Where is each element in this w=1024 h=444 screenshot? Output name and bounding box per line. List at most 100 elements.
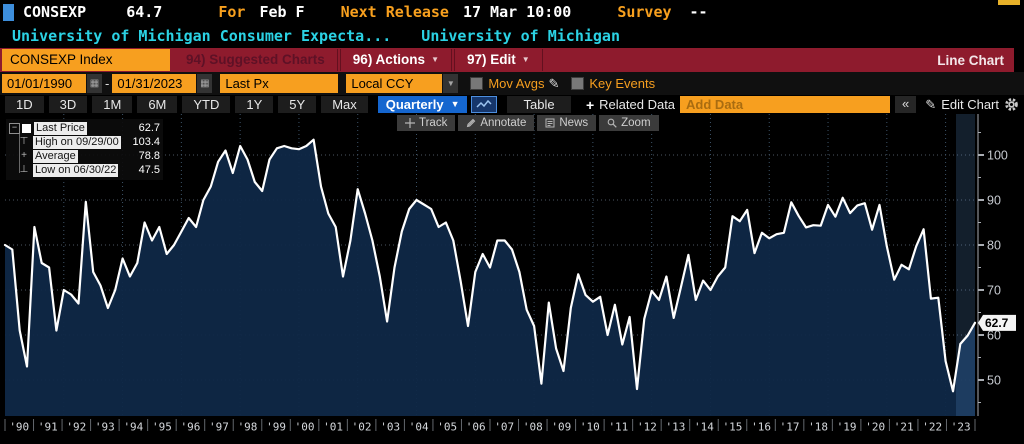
- suggested-charts-button[interactable]: 94) Suggested Charts: [174, 49, 338, 71]
- range-toolbar: 1D 3D 1M 6M YTD 1Y 5Y Max Quarterly ▼ Ta…: [0, 95, 1024, 114]
- track-crosshair-icon: [405, 118, 415, 128]
- chevron-down-icon: ▼: [431, 55, 439, 64]
- add-data-input[interactable]: Add Data: [680, 96, 891, 113]
- svg-text:'19: '19: [837, 421, 857, 434]
- svg-text:80: 80: [987, 239, 1001, 253]
- svg-text:'96: '96: [181, 421, 201, 434]
- table-button[interactable]: Table: [507, 96, 571, 113]
- edit-chart-button[interactable]: ✎ Edit Chart: [921, 97, 999, 113]
- track-button[interactable]: Track: [397, 115, 456, 131]
- security-field[interactable]: CONSEXP Index: [2, 49, 170, 71]
- tree-expander-icon[interactable]: −: [9, 122, 20, 134]
- svg-text:100: 100: [987, 149, 1008, 163]
- range-tab-5y[interactable]: 5Y: [278, 96, 317, 113]
- svg-text:'02: '02: [352, 421, 372, 434]
- svg-text:60: 60: [987, 329, 1001, 343]
- range-tab-1y[interactable]: 1Y: [235, 96, 274, 113]
- end-date-input[interactable]: 01/31/2023: [112, 74, 197, 93]
- svg-text:'12: '12: [637, 421, 657, 434]
- collapse-button[interactable]: «: [895, 96, 917, 113]
- zoom-button[interactable]: Zoom: [599, 115, 659, 131]
- range-tab-3d[interactable]: 3D: [48, 96, 88, 113]
- svg-text:'13: '13: [666, 421, 686, 434]
- currency-select[interactable]: Local CCY: [346, 74, 443, 93]
- svg-text:'14: '14: [694, 421, 714, 434]
- legend-row-average[interactable]: + Average 78.8: [8, 149, 160, 163]
- ticker: CONSEXP: [23, 3, 87, 21]
- legend-value: 62.7: [138, 122, 160, 134]
- annotate-button[interactable]: Annotate: [458, 115, 535, 131]
- edit-chart-label: Edit Chart: [941, 97, 999, 112]
- svg-text:'92: '92: [66, 421, 86, 434]
- svg-text:'21: '21: [894, 421, 914, 434]
- legend-row-last-price[interactable]: − Last Price 62.7: [8, 121, 160, 135]
- svg-text:50: 50: [987, 374, 1001, 388]
- edit-pencil-icon[interactable]: ✎: [548, 75, 560, 91]
- legend-tree-line: [19, 133, 20, 173]
- gear-icon[interactable]: [1004, 97, 1019, 112]
- range-tab-1d[interactable]: 1D: [5, 96, 44, 113]
- chart-actions-cluster: + Related Data Add Data « ✎ Edit Chart: [586, 96, 1024, 113]
- svg-text:'98: '98: [238, 421, 258, 434]
- edit-menu-button[interactable]: 97) Edit ▼: [454, 49, 543, 71]
- svg-text:90: 90: [987, 194, 1001, 208]
- chart-legend: − Last Price 62.7 ⊤ High on 09/29/00 103…: [6, 119, 163, 180]
- svg-text:'17: '17: [780, 421, 800, 434]
- range-tab-6m[interactable]: 6M: [137, 96, 178, 113]
- legend-label: High on 09/29/00: [33, 135, 121, 149]
- key-events-checkbox[interactable]: [571, 77, 585, 90]
- chevron-down-icon: ▼: [450, 99, 460, 109]
- svg-text:'05: '05: [437, 421, 457, 434]
- range-tab-1m[interactable]: 1M: [92, 96, 133, 113]
- legend-label: Low on 06/30/22: [33, 163, 119, 177]
- chart-type-label: Line Chart: [937, 52, 1004, 68]
- legend-label: Last Price: [34, 121, 87, 135]
- related-data-button[interactable]: Related Data: [599, 97, 676, 112]
- chart-tools-toolbar: Track Annotate News Zoom: [397, 115, 659, 131]
- svg-text:'07: '07: [494, 421, 514, 434]
- chevron-down-icon: ▼: [521, 55, 530, 64]
- price-chart-canvas[interactable]: 50 60 70 80 90 100 62.7 '90 '91 '92 '93 '94 '95 '96 '9…: [0, 114, 1024, 444]
- legend-value: 78.8: [138, 150, 160, 162]
- legend-row-high[interactable]: ⊤ High on 09/29/00 103.4: [8, 135, 160, 149]
- range-tab-max[interactable]: Max: [321, 96, 368, 113]
- actions-menu-button[interactable]: 96) Actions ▼: [339, 49, 452, 71]
- svg-text:'08: '08: [523, 421, 543, 434]
- annotate-label: Annotate: [480, 117, 527, 129]
- for-label: For: [218, 3, 246, 21]
- mov-avgs-checkbox[interactable]: [470, 77, 484, 90]
- security-summary-line: CONSEXP 64.7 For Feb F Next Release 17 M…: [0, 0, 1024, 24]
- svg-text:'04: '04: [409, 421, 429, 434]
- average-marker-icon: +: [21, 150, 27, 161]
- line-chart-icon-button[interactable]: [471, 96, 498, 113]
- next-release-label: Next Release: [340, 3, 449, 21]
- key-events-label: Key Events: [589, 76, 656, 91]
- svg-text:'23: '23: [951, 421, 971, 434]
- range-tab-ytd[interactable]: YTD: [182, 96, 231, 113]
- start-date-input[interactable]: 01/01/1990: [2, 74, 86, 93]
- function-ribbon: CONSEXP Index 94) Suggested Charts 96) A…: [0, 48, 1014, 72]
- svg-text:'06: '06: [466, 421, 486, 434]
- pencil-icon: ✎: [925, 96, 937, 112]
- terminal-header: CONSEXP 64.7 For Feb F Next Release 17 M…: [0, 0, 1024, 48]
- mov-avgs-label: Mov Avgs: [488, 76, 545, 91]
- svg-text:'22: '22: [922, 421, 942, 434]
- calendar-icon[interactable]: ▦: [87, 74, 102, 93]
- svg-text:'91: '91: [38, 421, 58, 434]
- edit-label: 97) Edit: [467, 52, 516, 67]
- period-value: Feb F: [259, 3, 305, 21]
- price-field-select[interactable]: Last Px: [220, 74, 339, 93]
- svg-text:'18: '18: [808, 421, 828, 434]
- currency-dropdown-arrow[interactable]: ▼: [443, 74, 459, 93]
- calendar-icon[interactable]: ▦: [197, 74, 213, 93]
- svg-text:'99: '99: [266, 421, 286, 434]
- last-value: 64.7: [126, 3, 163, 21]
- date-range-separator: -: [105, 76, 110, 91]
- period-select[interactable]: Quarterly ▼: [377, 96, 468, 113]
- svg-text:'10: '10: [580, 421, 600, 434]
- survey-label: Survey: [617, 3, 672, 21]
- legend-row-low[interactable]: ⊥ Low on 06/30/22 47.5: [8, 163, 160, 177]
- annotate-pencil-icon: [467, 118, 476, 128]
- news-button[interactable]: News: [537, 115, 597, 131]
